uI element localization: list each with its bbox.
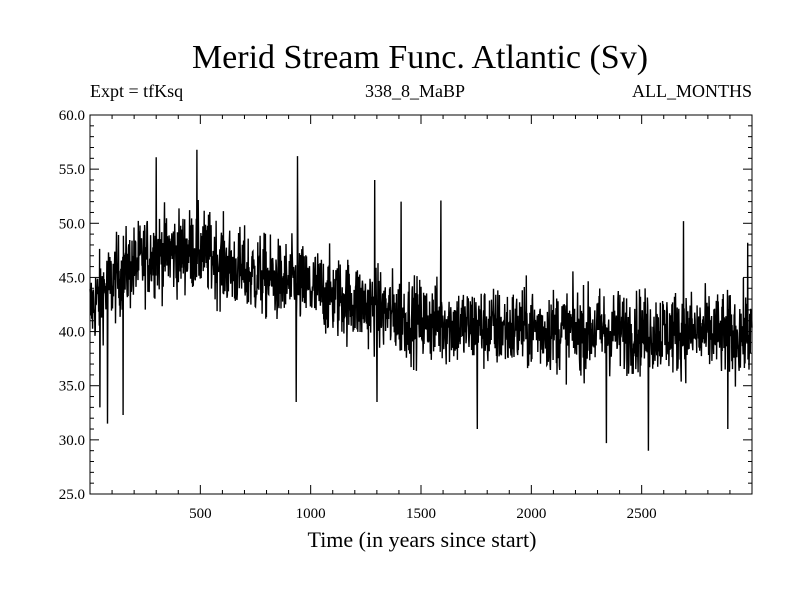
series-line [89, 149, 753, 451]
x-axis-label: Time (in years since start) [307, 527, 537, 552]
y-tick-label: 25.0 [59, 487, 85, 503]
x-tick-label: 1500 [406, 506, 436, 522]
y-tick-label: 50.0 [59, 216, 85, 232]
y-tick-label: 35.0 [59, 379, 85, 395]
y-tick-label: 40.0 [59, 325, 85, 341]
x-tick-label: 2500 [627, 506, 657, 522]
y-tick-label: 55.0 [59, 162, 85, 178]
y-tick-label: 60.0 [59, 108, 85, 124]
x-tick-label: 500 [189, 506, 212, 522]
y-tick-label: 30.0 [59, 433, 85, 449]
months-label: ALL_MONTHS [632, 81, 752, 101]
x-tick-label: 1000 [296, 506, 326, 522]
experiment-label: Expt = tfKsq [90, 81, 184, 101]
run-label: 338_8_MaBP [365, 81, 466, 101]
y-tick-label: 45.0 [59, 270, 85, 286]
x-tick-label: 2000 [516, 506, 546, 522]
chart-title: Merid Stream Func. Atlantic (Sv) [191, 39, 649, 76]
